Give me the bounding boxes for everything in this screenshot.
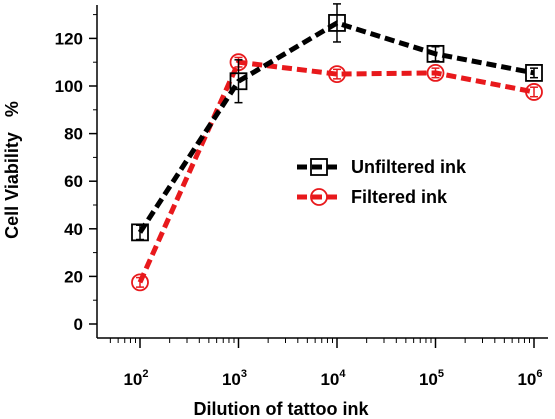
data-point — [131, 273, 149, 292]
y-tick-label: 20 — [64, 267, 83, 286]
x-tick-label-exponent: 3 — [241, 368, 247, 380]
legend-marker — [310, 158, 328, 176]
legend-entry: Unfiltered ink — [297, 157, 467, 177]
x-tick-label-base: 10 — [517, 370, 536, 389]
x-tick-label-exponent: 4 — [339, 368, 346, 380]
y-tick-label: 120 — [55, 29, 83, 48]
data-point — [525, 83, 543, 101]
x-tick-label-base: 10 — [123, 370, 142, 389]
data-point — [426, 64, 445, 82]
series-line — [137, 59, 535, 284]
data-point — [328, 65, 346, 83]
y-tick-label: 60 — [64, 172, 83, 191]
x-tick-label-base: 10 — [419, 370, 438, 389]
x-tick-label-base: 10 — [222, 370, 241, 389]
data-point — [229, 72, 248, 91]
data-point — [525, 64, 543, 82]
data-point — [426, 44, 445, 63]
x-tick-label: 104 — [320, 368, 346, 389]
y-axis-title: Cell Viability % — [2, 101, 22, 239]
x-tick-label-base: 10 — [320, 370, 339, 389]
x-tick-label: 102 — [123, 368, 148, 389]
x-tick-label-exponent: 5 — [438, 368, 444, 380]
legend-marker — [310, 188, 328, 206]
x-axis-title: Dilution of tattoo ink — [194, 399, 370, 419]
legend-label: Unfiltered ink — [351, 157, 467, 177]
series-unfiltered — [131, 3, 543, 242]
y-tick-label: 80 — [64, 125, 83, 144]
x-tick-label: 105 — [419, 368, 444, 389]
legend-label: Filtered ink — [351, 187, 448, 207]
legend-entry: Filtered ink — [297, 187, 448, 207]
data-point — [328, 14, 346, 32]
series-layer — [131, 3, 543, 292]
series-line — [137, 20, 535, 234]
x-tick-label-exponent: 2 — [142, 368, 148, 380]
series-filtered — [131, 53, 543, 292]
y-tick-label: 100 — [55, 77, 83, 96]
y-tick-label: 40 — [64, 220, 83, 239]
x-tick-label: 106 — [517, 368, 542, 389]
data-point — [131, 223, 149, 242]
x-tick-label: 103 — [222, 368, 247, 389]
y-tick-label: 0 — [74, 315, 83, 334]
x-tick-label-exponent: 6 — [536, 368, 542, 380]
legend: Unfiltered ink Filtered ink — [297, 157, 467, 207]
